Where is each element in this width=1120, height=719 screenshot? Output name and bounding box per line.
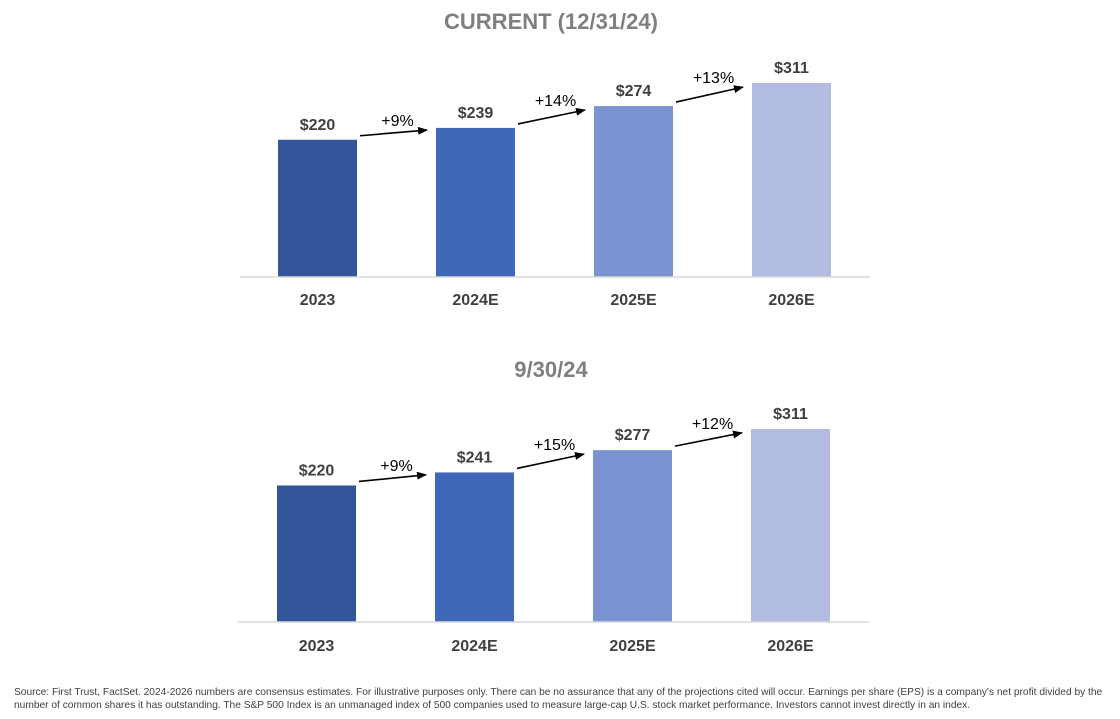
bar-value-label: $220 [299,462,335,479]
x-tick-label: 2023 [299,638,335,655]
growth-label: +9% [381,113,413,130]
bar-2023 [277,485,356,622]
bar-2026e [752,83,831,277]
growth-arrow [674,430,743,447]
bar-2026e [751,429,830,622]
eps-charts: CURRENT (12/31/24) $220 2023 $239 2024E $274 2… [238,9,870,655]
bar-2023 [278,139,357,277]
bar-value-label: $311 [773,406,808,423]
growth-label: +12% [692,416,733,433]
growth-arrow [517,107,586,125]
growth-arrow [675,85,744,103]
bar-2025e [593,450,672,622]
growth-label: +15% [534,437,575,454]
x-tick-label: 2026E [768,292,815,309]
bar-value-label: $274 [616,83,652,100]
growth-arrow [516,452,585,470]
x-tick-label: 2026E [767,638,814,655]
chart-9-30-24: 9/30/24 $220 2023 $241 2024E $277 2025E $311 202… [238,357,869,655]
growth-arrow [358,471,427,483]
bar-value-label: $311 [774,60,809,77]
chart-title: CURRENT (12/31/24) [444,9,658,34]
bar-value-label: $220 [300,117,336,134]
bar-2024e [435,472,514,622]
bar-value-label: $241 [457,449,493,466]
x-tick-label: 2025E [610,292,657,309]
source-footnote: Source: First Trust, FactSet. 2024-2026 … [14,687,1103,711]
x-tick-label: 2025E [609,638,656,655]
x-tick-label: 2024E [452,292,499,309]
growth-label: +9% [380,458,412,475]
bar-value-label: $277 [615,427,651,444]
bar-2025e [594,106,673,277]
growth-label: +14% [535,93,576,110]
growth-arrow [359,126,428,137]
chart-current: CURRENT (12/31/24) $220 2023 $239 2024E $274 2… [240,9,870,309]
bar-value-label: $239 [458,105,494,122]
x-tick-label: 2024E [451,638,498,655]
chart-title: 9/30/24 [514,357,588,382]
x-tick-label: 2023 [300,292,336,309]
growth-label: +13% [693,70,734,87]
bar-2024e [436,127,515,278]
